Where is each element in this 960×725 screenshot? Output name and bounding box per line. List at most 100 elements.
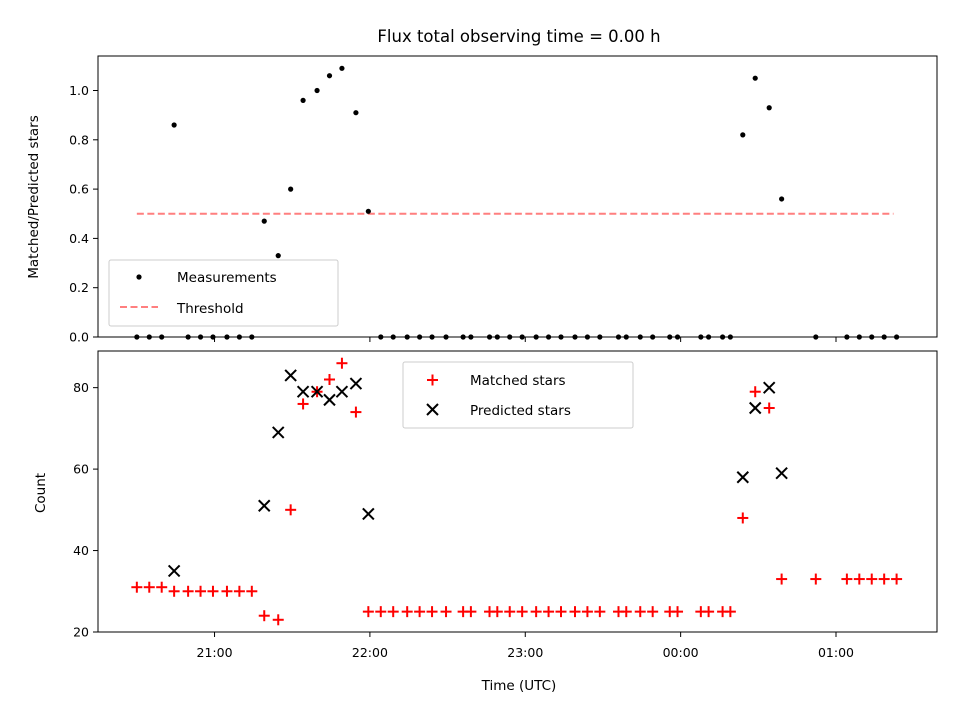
measurement-point xyxy=(766,105,772,111)
matched-star-point xyxy=(324,374,336,386)
matched-star-point xyxy=(555,606,567,618)
measurement-point xyxy=(390,334,396,340)
matched-star-point xyxy=(233,585,245,597)
matched-star-point xyxy=(543,606,555,618)
predicted-star-stroke xyxy=(749,401,762,415)
measurement-point xyxy=(667,334,673,340)
predicted-star-stroke xyxy=(335,385,349,398)
measurement-point xyxy=(813,334,819,340)
bottom-plot-frame xyxy=(97,350,938,633)
measurement-point xyxy=(275,253,281,259)
measurement-point xyxy=(706,334,712,340)
measurement-point xyxy=(146,334,152,340)
top-y-tick-label: 1.0 xyxy=(69,83,89,98)
measurement-point xyxy=(519,334,525,340)
matched-star-point xyxy=(724,606,736,618)
matched-star-point xyxy=(156,581,168,593)
measurement-point xyxy=(134,334,140,340)
predicted-star-stroke xyxy=(167,564,181,578)
predicted-star-point xyxy=(323,393,336,407)
predicted-star-point xyxy=(775,466,788,480)
matched-star-point xyxy=(841,573,853,585)
bottom-y-tick-label: 40 xyxy=(73,543,89,558)
x-tick-label: 23:00 xyxy=(507,645,543,660)
top-y-tick-label: 0.8 xyxy=(69,132,89,147)
measurement-point xyxy=(460,334,466,340)
measurement-point xyxy=(507,334,513,340)
matched-star-point xyxy=(647,606,659,618)
predicted-star-stroke xyxy=(775,466,788,480)
matched-star-point xyxy=(297,398,309,410)
measurement-point xyxy=(185,334,191,340)
measurement-point xyxy=(365,208,371,214)
legend-threshold-label: Threshold xyxy=(176,301,244,317)
matched-star-point xyxy=(336,357,348,369)
predicted-star-point xyxy=(736,471,749,484)
bottom-y-tick-label: 60 xyxy=(73,462,89,477)
predicted-star-stroke xyxy=(258,499,271,512)
measurement-point xyxy=(572,334,578,340)
predicted-star-stroke xyxy=(272,426,285,439)
predicted-star-point xyxy=(362,507,375,521)
top-legend: Measurements Threshold xyxy=(108,259,339,327)
measurement-point xyxy=(249,334,255,340)
top-y-axis-label: Matched/Predicted stars xyxy=(26,115,42,278)
measurement-point xyxy=(533,334,539,340)
measurement-point xyxy=(623,334,629,340)
measurement-point xyxy=(727,334,733,340)
measurement-point xyxy=(740,132,746,138)
predicted-star-stroke xyxy=(284,369,297,382)
predicted-star-stroke xyxy=(310,385,324,398)
matched-star-point xyxy=(131,581,143,593)
measurement-point xyxy=(844,334,850,340)
measurement-point xyxy=(468,334,474,340)
measurement-point xyxy=(300,97,306,103)
predicted-star-stroke xyxy=(736,471,749,484)
predicted-star-point xyxy=(349,377,363,390)
matched-star-point xyxy=(285,504,297,516)
matched-star-point xyxy=(581,606,593,618)
legend-measurements-label: Measurements xyxy=(177,270,277,286)
matched-star-point xyxy=(168,585,180,597)
measurement-point xyxy=(674,334,681,340)
top-plot-frame xyxy=(97,55,938,338)
matched-star-point xyxy=(878,573,890,585)
measurement-point xyxy=(650,334,656,340)
predicted-star-stroke xyxy=(362,507,375,521)
measurement-point xyxy=(443,334,449,340)
matched-star-point xyxy=(221,585,233,597)
measurement-point xyxy=(404,334,410,340)
matched-star-point xyxy=(891,573,903,585)
top-y-tick-label: 0.2 xyxy=(69,280,89,295)
x-tick-label: 01:00 xyxy=(818,645,854,660)
measurement-point xyxy=(326,73,333,79)
measurement-point xyxy=(288,186,294,192)
top-y-tick-label: 0.6 xyxy=(69,182,89,197)
x-tick-label: 21:00 xyxy=(197,645,233,660)
x-tick-label: 22:00 xyxy=(352,645,388,660)
measurement-point xyxy=(698,334,704,340)
matched-star-point xyxy=(182,585,194,597)
predicted-star-point xyxy=(272,426,285,439)
predicted-star-stroke xyxy=(762,381,776,394)
matched-star-point xyxy=(703,606,715,618)
matched-star-point xyxy=(491,606,503,618)
matched-star-point xyxy=(620,606,632,618)
measurement-point xyxy=(429,334,435,340)
matched-star-point xyxy=(569,606,581,618)
predicted-star-point xyxy=(284,369,297,382)
predicted-star-stroke xyxy=(323,393,336,407)
matched-star-point xyxy=(401,606,413,618)
predicted-star-point xyxy=(310,385,324,398)
matched-star-point xyxy=(516,606,528,618)
measurement-point xyxy=(856,334,862,340)
x-tick-label: 00:00 xyxy=(663,645,699,660)
matched-star-point xyxy=(504,606,516,618)
measurement-point xyxy=(486,334,493,340)
measurement-point xyxy=(597,334,603,340)
measurement-point xyxy=(881,334,887,340)
measurement-point xyxy=(558,334,564,340)
measurement-point xyxy=(210,334,216,340)
matched-star-point xyxy=(672,606,684,618)
